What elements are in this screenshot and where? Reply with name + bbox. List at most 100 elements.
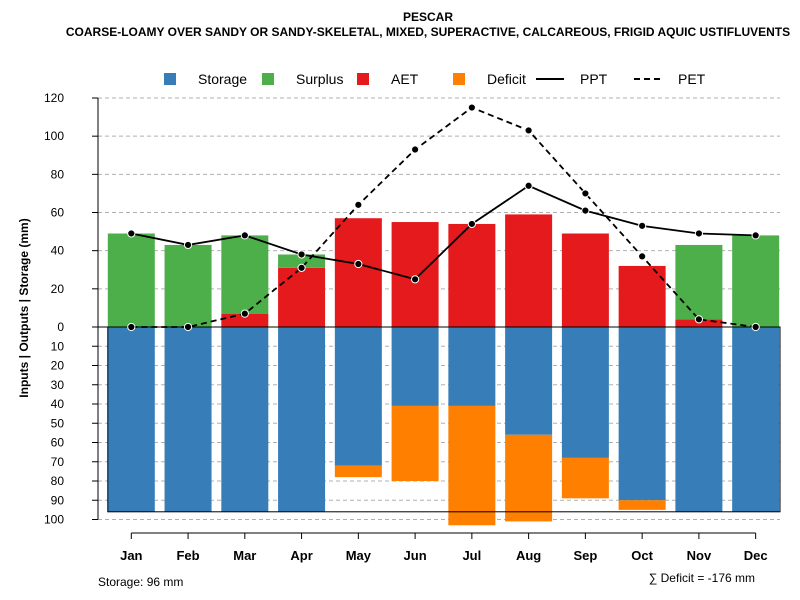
bar-deficit-oct [618, 500, 666, 510]
y-tick-label: 120 [44, 91, 64, 105]
ppt-line [131, 184, 756, 281]
pet-point-jul [467, 103, 476, 112]
y-tick-label: 50 [51, 416, 65, 430]
x-tick-label-oct: Oct [631, 548, 653, 563]
pet-point-mar [240, 309, 249, 318]
x-tick-label-nov: Nov [687, 548, 712, 563]
y-tick-label: 100 [44, 129, 64, 143]
pet-point-feb [183, 322, 193, 332]
bar-aet-aug [505, 214, 553, 327]
bar-storage-dec [732, 327, 780, 512]
ppt-point-apr [297, 250, 306, 259]
y-tick-label: 60 [51, 206, 65, 220]
pet-point-aug [524, 126, 533, 135]
pet-point-may [354, 200, 363, 209]
y-tick-label: 0 [57, 320, 64, 334]
x-tick-label-jan: Jan [120, 548, 142, 563]
bar-aet-may [334, 218, 382, 327]
bar-storage-mar [221, 327, 269, 512]
axes: 0 20 40 60 80 100 120 10 20 30 40 50 60 70 80 90 100 Jan F… [44, 91, 781, 563]
y-tick-label: 40 [51, 397, 65, 411]
lines [127, 103, 760, 332]
bar-aet-sep [561, 233, 609, 327]
bar-surplus-nov [675, 244, 723, 320]
ppt-point-dec [751, 231, 760, 240]
legend-swatch-storage [164, 73, 176, 85]
ppt-point-jun [411, 275, 420, 284]
bar-deficit-jul [448, 405, 496, 526]
bar-storage-apr [278, 327, 326, 512]
bar-surplus-jan [107, 233, 155, 327]
pet-line [131, 106, 756, 328]
y-tick-label: 70 [51, 455, 65, 469]
footer-deficit: ∑ Deficit = -176 mm [649, 571, 755, 585]
legend-swatch-deficit [453, 73, 465, 85]
bars [107, 214, 780, 526]
gridlines [98, 97, 780, 520]
pet-point-oct [638, 252, 647, 261]
footer-storage: Storage: 96 mm [98, 575, 183, 589]
legend-label-deficit: Deficit [487, 71, 526, 87]
chart-title: PESCAR [403, 10, 453, 24]
bar-surplus-mar [221, 235, 269, 314]
y-tick-label: 80 [51, 167, 65, 181]
bar-deficit-may [334, 465, 382, 478]
bar-storage-aug [505, 327, 553, 435]
x-tick-label-feb: Feb [176, 548, 199, 563]
y-tick-label: 30 [51, 378, 65, 392]
ppt-point-nov [694, 229, 704, 238]
pet-point-apr [297, 263, 306, 272]
bar-deficit-sep [561, 457, 609, 499]
ppt-point-jan [127, 229, 136, 238]
pet-point-jun [411, 145, 420, 154]
bar-aet-apr [278, 267, 326, 327]
x-tick-label-jul: Jul [462, 548, 481, 563]
legend-label-storage: Storage [198, 71, 247, 87]
x-tick-label-dec: Dec [744, 548, 768, 563]
legend-swatch-surplus [262, 73, 274, 85]
legend-label-aet: AET [391, 71, 419, 87]
y-tick-label: 60 [51, 436, 65, 450]
pet-point-dec [751, 322, 760, 332]
y-tick-label: 20 [51, 282, 65, 296]
bar-storage-jan [107, 327, 155, 512]
bar-storage-sep [561, 327, 609, 458]
x-tick-label-sep: Sep [573, 548, 597, 563]
pet-point-nov [694, 315, 704, 324]
bar-storage-jun [391, 327, 439, 406]
y-axis-label: Inputs | Outputs | Storage (mm) [17, 218, 31, 397]
pet-point-jan [127, 322, 136, 332]
bar-aet-jul [448, 223, 496, 327]
ppt-point-feb [183, 240, 193, 250]
bar-storage-nov [675, 327, 723, 512]
x-tick-label-apr: Apr [290, 548, 312, 563]
ppt-point-oct [638, 221, 647, 230]
x-tick-label-jun: Jun [404, 548, 427, 563]
bar-surplus-apr [278, 254, 326, 268]
ppt-point-mar [240, 231, 249, 240]
y-tick-label: 40 [51, 244, 65, 258]
bar-deficit-jun [391, 405, 439, 481]
y-tick-label: 10 [51, 339, 65, 353]
y-tick-label: 20 [51, 359, 65, 373]
ppt-point-sep [581, 206, 590, 215]
legend-label-surplus: Surplus [296, 71, 343, 87]
bar-surplus-dec [732, 235, 780, 327]
y-tick-label: 80 [51, 474, 65, 488]
ppt-point-aug [524, 181, 533, 190]
chart-subtitle: COARSE-LOAMY OVER SANDY OR SANDY-SKELETA… [66, 25, 790, 39]
ppt-point-jul [467, 219, 476, 229]
bar-storage-jul [448, 327, 496, 406]
legend-label-ppt: PPT [580, 71, 608, 87]
legend-swatch-aet [357, 73, 369, 85]
bar-storage-may [334, 327, 382, 466]
chart-legend: Storage Surplus AET Deficit PPT PET [164, 71, 706, 87]
ppt-point-may [354, 259, 363, 269]
bar-surplus-feb [164, 244, 212, 327]
y-tick-label: 100 [44, 513, 64, 527]
pet-point-sep [581, 189, 590, 198]
x-tick-label-mar: Mar [233, 548, 256, 563]
bar-storage-oct [618, 327, 666, 501]
bar-storage-feb [164, 327, 212, 512]
